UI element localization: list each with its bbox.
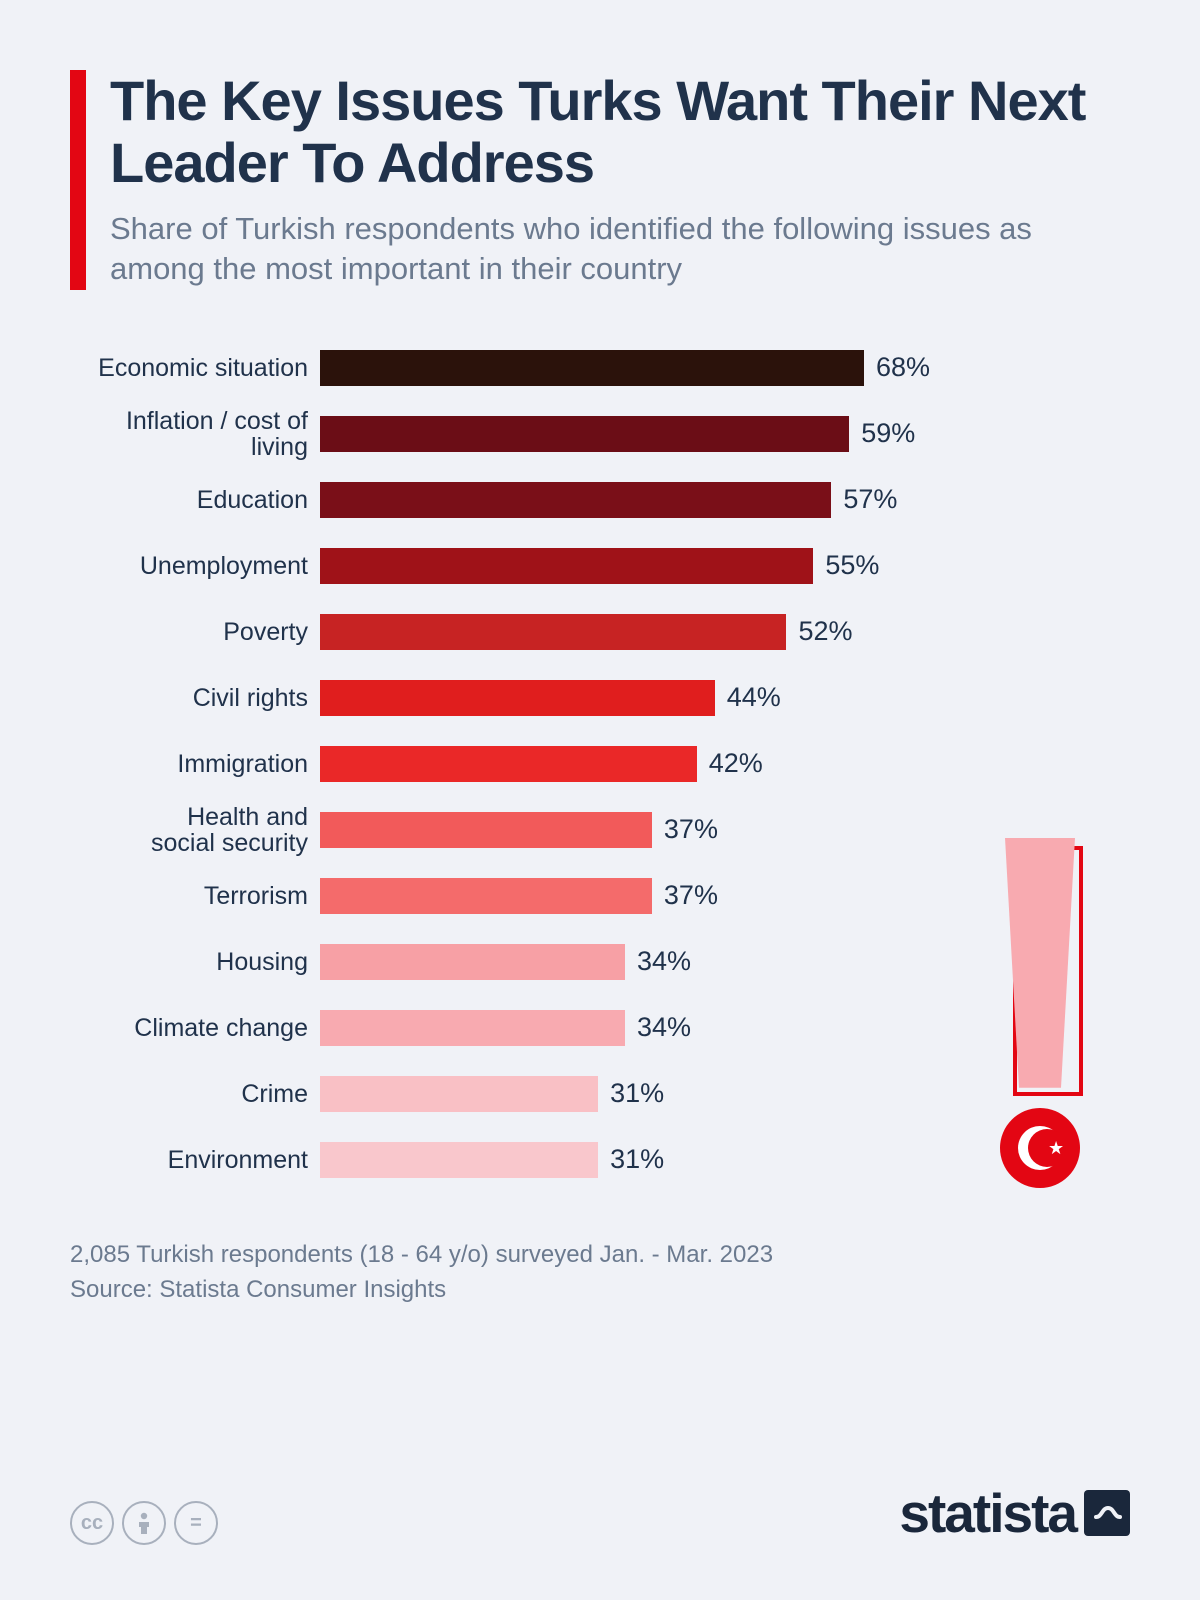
- chart-row: Crime 31%: [70, 1066, 930, 1122]
- bar-track: 44%: [320, 680, 930, 716]
- bar: [320, 416, 849, 452]
- bar-track: 59%: [320, 416, 930, 452]
- turkey-flag-icon: ★: [1000, 1108, 1080, 1188]
- chart-row: Unemployment 55%: [70, 538, 930, 594]
- chart-row: Environment 31%: [70, 1132, 930, 1188]
- bar-label: Unemployment: [70, 553, 320, 579]
- bar: [320, 812, 652, 848]
- decoration-group: ★: [970, 838, 1110, 1188]
- chart-row: Economic situation 68%: [70, 340, 930, 396]
- bar: [320, 1076, 598, 1112]
- bar-track: 31%: [320, 1142, 930, 1178]
- bar: [320, 944, 625, 980]
- bar-value: 37%: [652, 814, 718, 845]
- bar-value: 31%: [598, 1078, 664, 1109]
- bar-value: 34%: [625, 1012, 691, 1043]
- bar-label: Environment: [70, 1147, 320, 1173]
- bar: [320, 548, 813, 584]
- bar-value: 44%: [715, 682, 781, 713]
- bar-value: 42%: [697, 748, 763, 779]
- accent-bar: [70, 70, 86, 290]
- bar-track: 37%: [320, 812, 930, 848]
- exclamation-icon: [1005, 838, 1075, 1088]
- footnotes: 2,085 Turkish respondents (18 - 64 y/o) …: [70, 1238, 1130, 1308]
- bar-label: Civil rights: [70, 685, 320, 711]
- bar: [320, 1010, 625, 1046]
- bar-label: Inflation / cost of living: [70, 408, 320, 461]
- chart-row: Terrorism 37%: [70, 868, 930, 924]
- bar-label: Housing: [70, 949, 320, 975]
- bar-value: 55%: [813, 550, 879, 581]
- chart-row: Immigration 42%: [70, 736, 930, 792]
- bar: [320, 350, 864, 386]
- bar-track: 57%: [320, 482, 930, 518]
- bar-value: 59%: [849, 418, 915, 449]
- bar-track: 34%: [320, 944, 930, 980]
- bar: [320, 482, 831, 518]
- bar-label: Poverty: [70, 619, 320, 645]
- bar-track: 37%: [320, 878, 930, 914]
- bar-track: 68%: [320, 350, 930, 386]
- page-subtitle: Share of Turkish respondents who identif…: [110, 209, 1130, 290]
- bar-value: 31%: [598, 1144, 664, 1175]
- footnote-sample: 2,085 Turkish respondents (18 - 64 y/o) …: [70, 1238, 1130, 1273]
- brand-text: statista: [899, 1481, 1076, 1545]
- bar-label: Terrorism: [70, 883, 320, 909]
- chart-row: Civil rights 44%: [70, 670, 930, 726]
- bar-track: 31%: [320, 1076, 930, 1112]
- cc-icon: cc: [70, 1501, 114, 1545]
- chart-row: Inflation / cost of living 59%: [70, 406, 930, 462]
- bar-chart: Economic situation 68% Inflation / cost of…: [70, 340, 1130, 1188]
- chart-row: Climate change 34%: [70, 1000, 930, 1056]
- chart-row: Education 57%: [70, 472, 930, 528]
- footnote-source: Source: Statista Consumer Insights: [70, 1273, 1130, 1308]
- chart-row: Poverty 52%: [70, 604, 930, 660]
- bar-label: Immigration: [70, 751, 320, 777]
- chart-row: Housing 34%: [70, 934, 930, 990]
- bar-track: 34%: [320, 1010, 930, 1046]
- bar: [320, 746, 697, 782]
- bar-label: Education: [70, 487, 320, 513]
- header-text: The Key Issues Turks Want Their Next Lea…: [110, 70, 1130, 290]
- cc-by-icon: [122, 1501, 166, 1545]
- header: The Key Issues Turks Want Their Next Lea…: [70, 70, 1130, 290]
- bar-value: 57%: [831, 484, 897, 515]
- bar-track: 55%: [320, 548, 930, 584]
- bar-track: 42%: [320, 746, 930, 782]
- cc-nd-icon: =: [174, 1501, 218, 1545]
- bar-label: Health andsocial security: [70, 804, 320, 857]
- license-icons: cc =: [70, 1501, 218, 1545]
- brand-mark-icon: [1084, 1490, 1130, 1536]
- bar-value: 34%: [625, 946, 691, 977]
- bar-value: 52%: [786, 616, 852, 647]
- bar-value: 68%: [864, 352, 930, 383]
- brand-logo: statista: [899, 1481, 1130, 1545]
- bar-track: 52%: [320, 614, 930, 650]
- bar: [320, 614, 786, 650]
- bar: [320, 680, 715, 716]
- bar-label: Economic situation: [70, 355, 320, 381]
- bar-label: Crime: [70, 1081, 320, 1107]
- footer: cc = statista: [70, 1481, 1130, 1545]
- page-title: The Key Issues Turks Want Their Next Lea…: [110, 70, 1130, 193]
- bar: [320, 1142, 598, 1178]
- chart-row: Health andsocial security 37%: [70, 802, 930, 858]
- bar: [320, 878, 652, 914]
- bar-value: 37%: [652, 880, 718, 911]
- bar-label: Climate change: [70, 1015, 320, 1041]
